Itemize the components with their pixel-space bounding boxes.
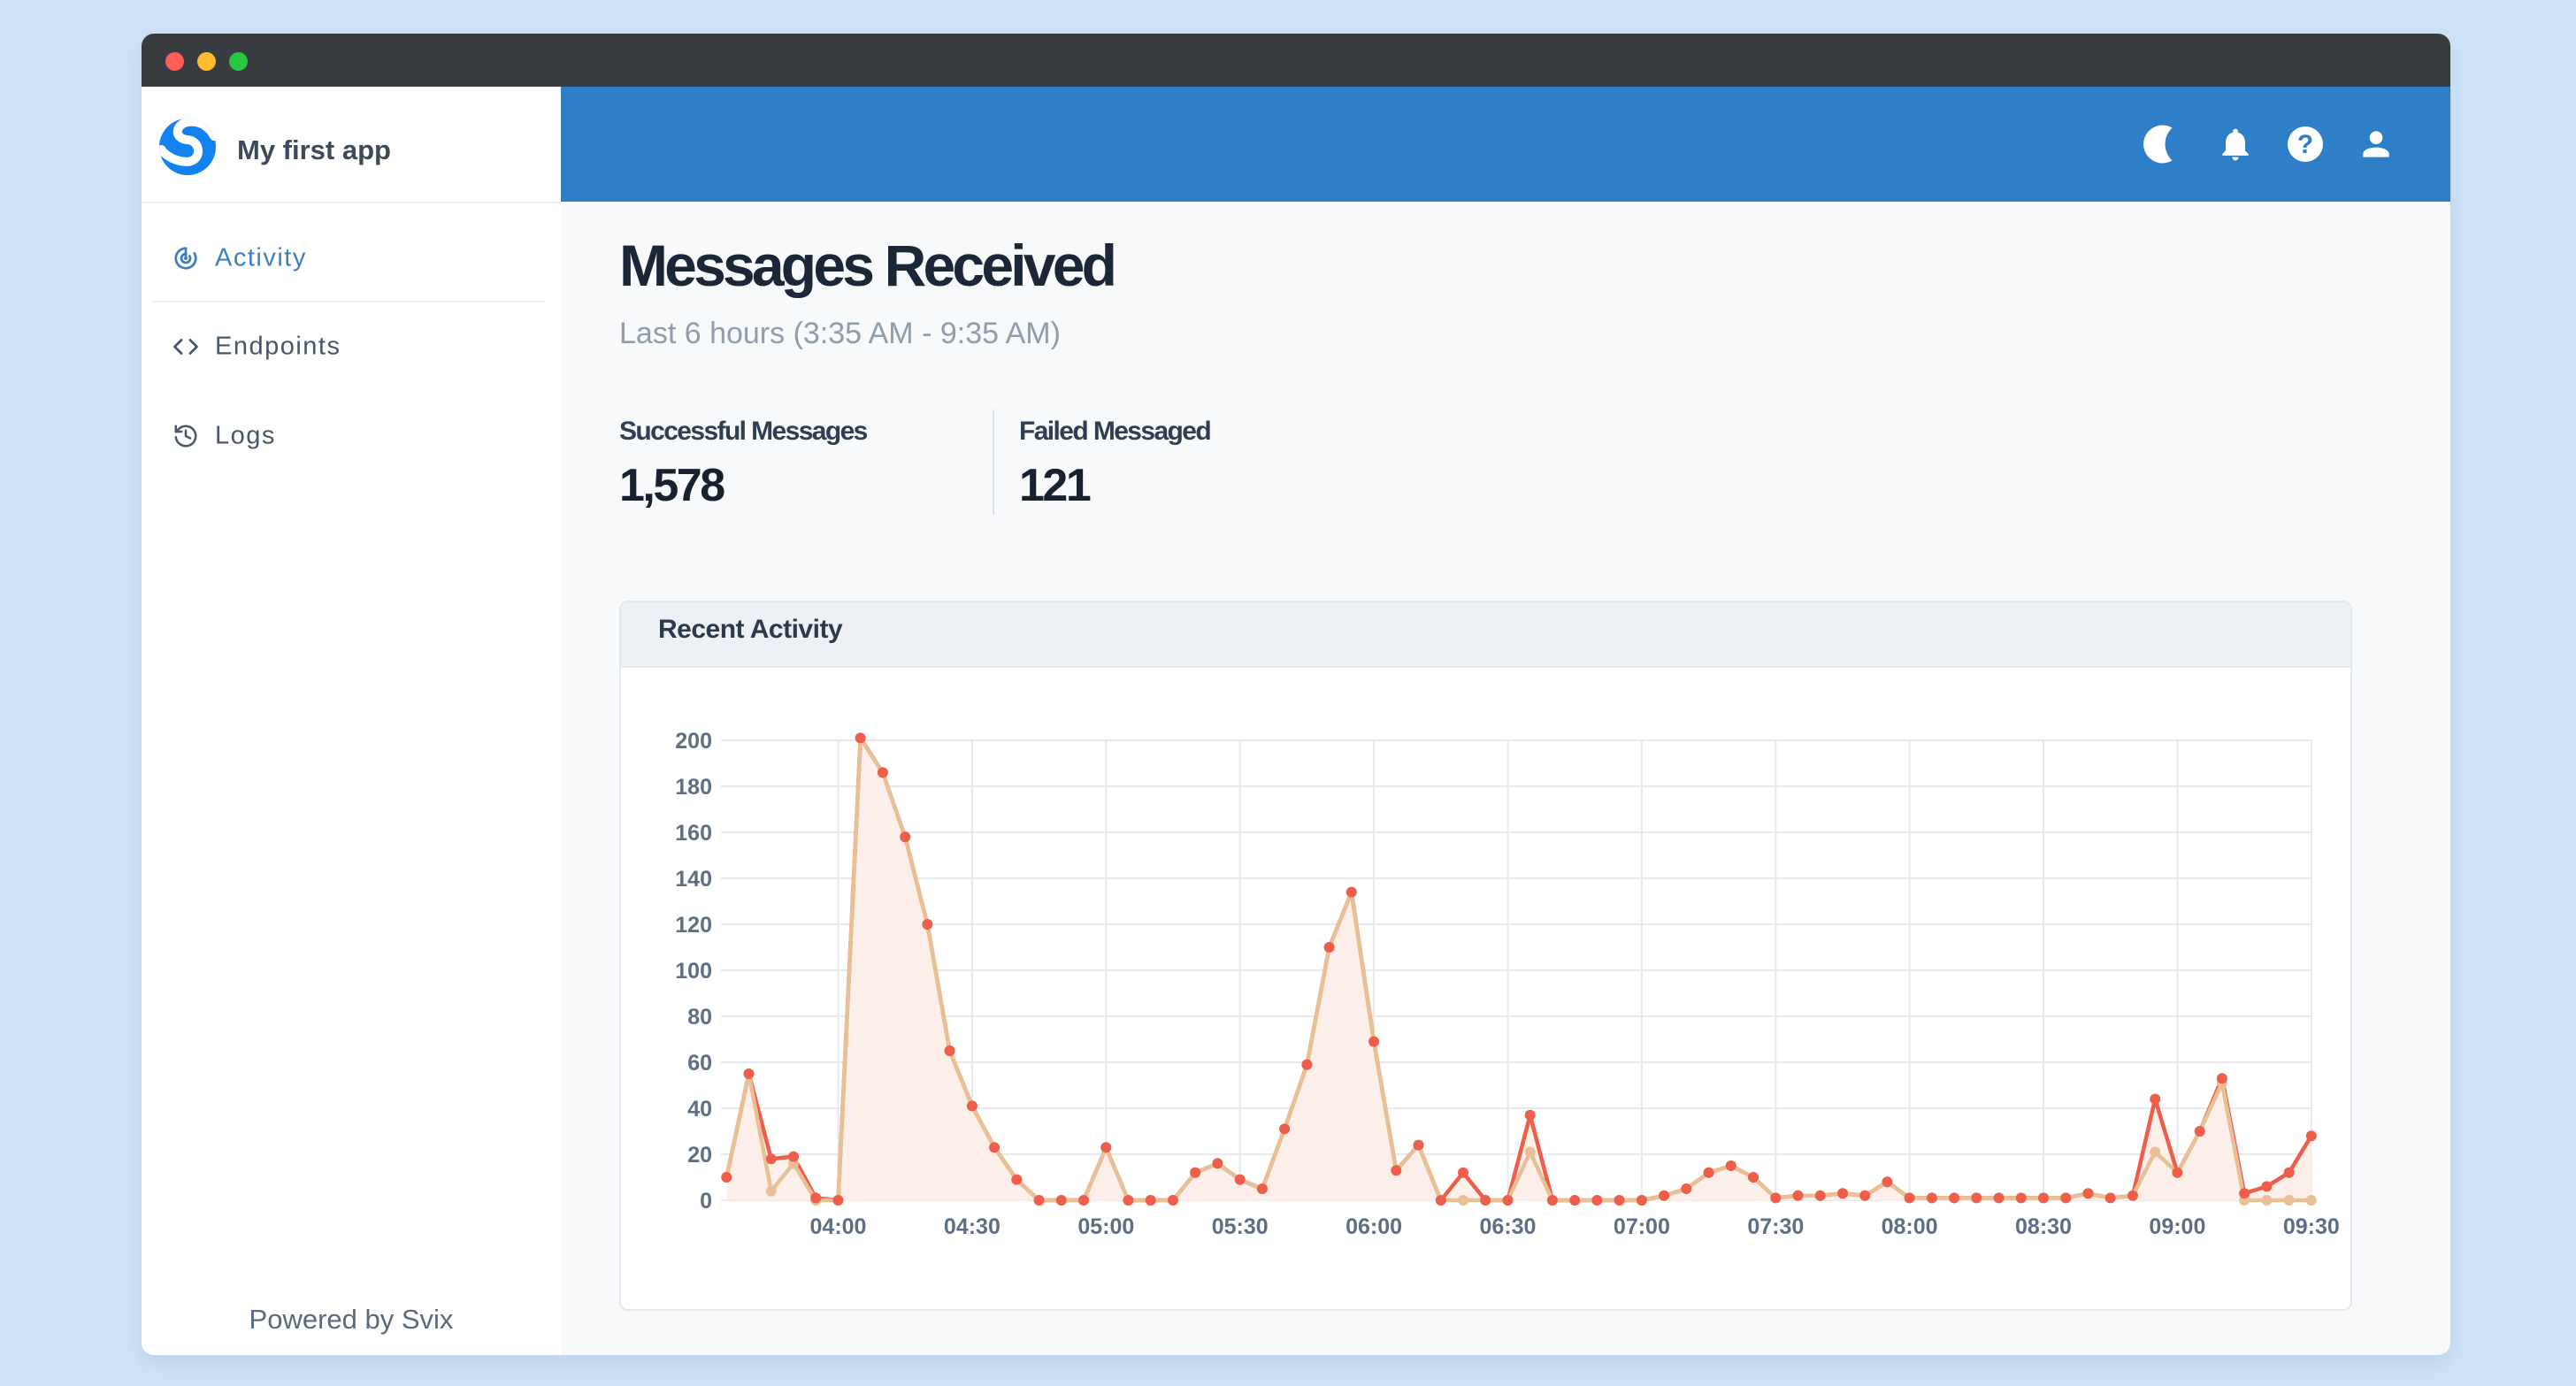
svg-text:120: 120 bbox=[675, 913, 712, 938]
svg-text:100: 100 bbox=[675, 959, 712, 984]
svg-text:07:00: 07:00 bbox=[1614, 1214, 1670, 1239]
svg-text:140: 140 bbox=[675, 867, 712, 892]
svg-text:0: 0 bbox=[700, 1189, 712, 1214]
svg-text:20: 20 bbox=[687, 1143, 712, 1168]
svg-text:200: 200 bbox=[675, 729, 712, 754]
svg-text:09:30: 09:30 bbox=[2283, 1214, 2340, 1239]
svg-text:40: 40 bbox=[687, 1097, 712, 1122]
svg-text:?: ? bbox=[2297, 130, 2313, 159]
svg-text:07:30: 07:30 bbox=[1747, 1214, 1804, 1239]
svg-text:08:30: 08:30 bbox=[2015, 1214, 2072, 1239]
svg-text:04:00: 04:00 bbox=[810, 1214, 867, 1239]
svg-text:05:00: 05:00 bbox=[1077, 1214, 1134, 1239]
svg-text:60: 60 bbox=[687, 1051, 712, 1076]
svg-text:06:30: 06:30 bbox=[1480, 1214, 1537, 1239]
svg-text:08:00: 08:00 bbox=[1882, 1214, 1938, 1239]
svg-text:160: 160 bbox=[675, 821, 712, 846]
svg-text:05:30: 05:30 bbox=[1212, 1214, 1269, 1239]
svg-text:80: 80 bbox=[687, 1005, 712, 1030]
svg-text:06:00: 06:00 bbox=[1346, 1214, 1402, 1239]
svg-text:04:30: 04:30 bbox=[944, 1214, 1000, 1239]
svg-text:180: 180 bbox=[675, 775, 712, 800]
svg-text:09:00: 09:00 bbox=[2149, 1214, 2205, 1239]
